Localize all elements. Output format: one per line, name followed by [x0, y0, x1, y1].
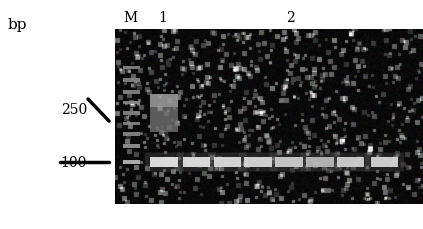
Bar	[124, 112, 140, 115]
Bar	[275, 157, 303, 168]
Bar	[124, 145, 140, 149]
FancyBboxPatch shape	[177, 153, 216, 172]
FancyBboxPatch shape	[239, 153, 277, 172]
Bar	[306, 157, 334, 168]
Bar	[124, 101, 140, 105]
Bar	[124, 122, 140, 126]
FancyBboxPatch shape	[331, 153, 370, 172]
Bar	[124, 160, 140, 164]
FancyBboxPatch shape	[365, 153, 404, 172]
Bar	[371, 157, 398, 168]
Bar	[183, 157, 211, 168]
Bar	[124, 91, 140, 95]
Bar	[151, 94, 178, 108]
Text: 100: 100	[60, 155, 87, 169]
Text: bp: bp	[8, 18, 27, 32]
Text: 1: 1	[158, 11, 167, 25]
Bar	[337, 157, 365, 168]
Bar	[124, 133, 140, 136]
Bar	[214, 157, 241, 168]
Bar	[124, 79, 140, 82]
Text: 250: 250	[61, 103, 87, 117]
Bar	[244, 157, 272, 168]
Bar	[151, 94, 178, 133]
FancyBboxPatch shape	[269, 153, 308, 172]
Bar	[151, 157, 178, 168]
FancyBboxPatch shape	[208, 153, 247, 172]
Bar	[124, 66, 140, 70]
Text: M: M	[123, 11, 137, 25]
FancyBboxPatch shape	[145, 153, 184, 172]
Text: 2: 2	[286, 11, 295, 25]
FancyBboxPatch shape	[300, 153, 339, 172]
